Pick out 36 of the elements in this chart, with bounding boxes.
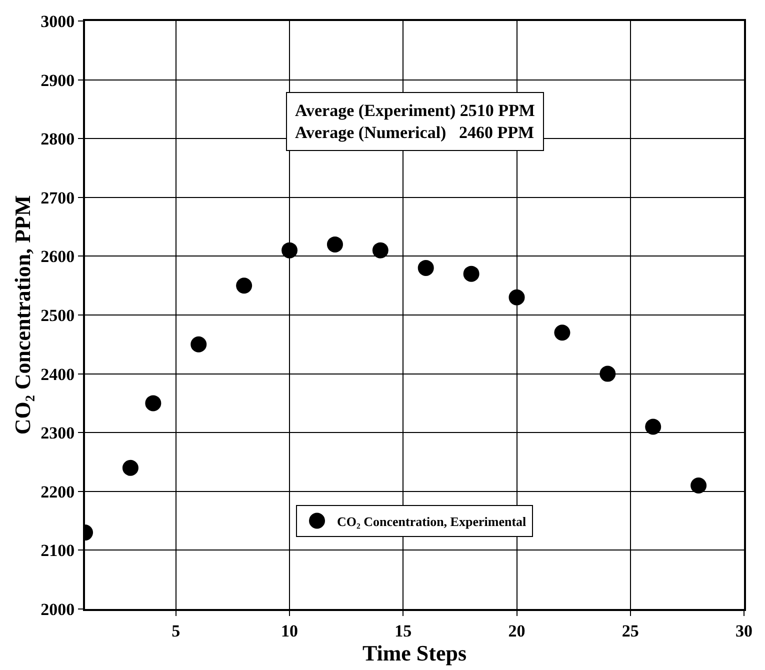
point — [122, 460, 138, 476]
x-tick-label: 15 — [394, 621, 412, 640]
y-tick-label: 2800 — [40, 130, 75, 149]
point — [690, 478, 707, 494]
point — [326, 236, 343, 252]
y-tick-label: 2100 — [40, 541, 75, 560]
point — [145, 395, 162, 412]
y-tick-label: 2700 — [40, 188, 75, 208]
point — [463, 266, 480, 282]
point — [554, 324, 570, 341]
point — [645, 418, 662, 435]
y-tick-label: 2000 — [40, 600, 75, 619]
y-tick-label: 3000 — [40, 12, 75, 31]
annotation: Average (Numerical) 2460 PPM — [295, 123, 534, 142]
point — [600, 366, 616, 382]
point — [372, 242, 388, 258]
annotation: Average (Experiment) 2510 PPM — [295, 101, 535, 120]
x-tick-label: 25 — [622, 621, 639, 640]
point — [236, 278, 252, 294]
x-tick-label: 30 — [736, 621, 752, 640]
y-tick-label: 2600 — [40, 247, 75, 266]
y-tick-label: 2300 — [40, 424, 75, 443]
y-tick-label: 2400 — [40, 364, 75, 384]
legend-label: CO₂ Concentration, Experimental — [337, 514, 527, 529]
y-tick-label: 2200 — [40, 482, 75, 502]
point — [418, 260, 434, 276]
y-tick-label: 2500 — [40, 306, 75, 325]
point — [282, 242, 298, 258]
x-tick-label: 20 — [508, 621, 526, 640]
x-tick-label: 10 — [281, 621, 298, 640]
point — [190, 336, 207, 352]
point — [508, 289, 525, 306]
y-tick-label: 2900 — [40, 70, 75, 90]
x-axis-title: Time Steps — [362, 640, 467, 666]
y-axis-title: CO₂ Concentration, PPM — [10, 195, 35, 435]
x-tick-label: 5 — [172, 621, 180, 640]
